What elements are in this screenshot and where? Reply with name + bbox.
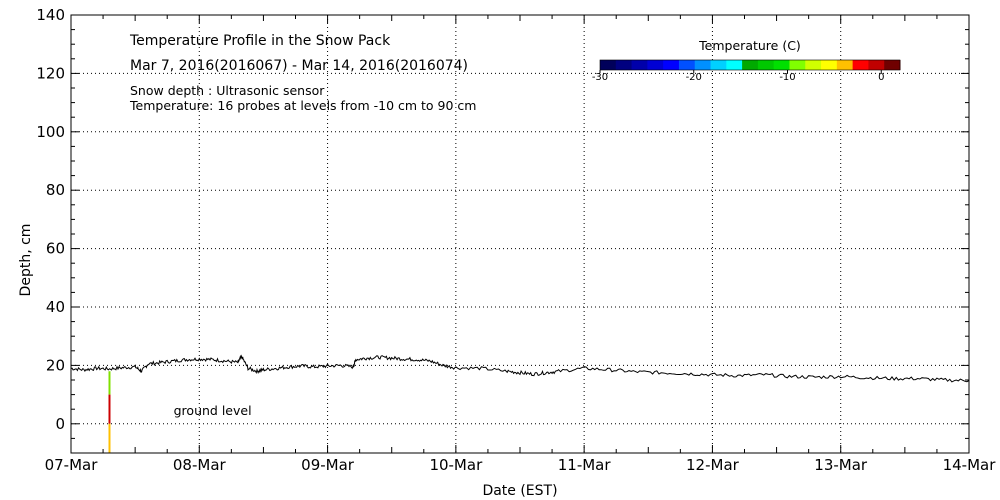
colorbar-swatch <box>836 60 854 70</box>
y-tick-label: 80 <box>46 181 65 199</box>
chart-title: Temperature Profile in the Snow Pack <box>129 33 391 49</box>
x-tick-label: 07-Mar <box>45 456 99 474</box>
colorbar-swatch <box>663 60 680 70</box>
colorbar-swatch <box>868 60 885 70</box>
colorbar-swatch <box>821 60 838 70</box>
colorbar-swatch <box>678 60 696 70</box>
colorbar-swatch <box>773 60 790 70</box>
colorbar-swatch <box>884 60 901 70</box>
colorbar-swatch <box>805 60 822 70</box>
snow-depth-line <box>70 354 970 383</box>
y-tick-label: 140 <box>36 6 65 24</box>
colorbar-tick-label: -30 <box>592 72 608 83</box>
y-tick-label: 100 <box>36 123 65 141</box>
colorbar-swatch <box>757 60 775 70</box>
x-axis-label: Date (EST) <box>482 483 557 499</box>
colorbar-swatch <box>600 60 617 70</box>
y-tick-label: 20 <box>46 356 65 374</box>
colorbar-swatch <box>694 60 712 70</box>
colorbar-swatch <box>631 60 648 70</box>
colorbar-tick-label: -10 <box>779 72 795 83</box>
x-tick-label: 09-Mar <box>301 456 355 474</box>
colorbar-swatch <box>647 60 664 70</box>
x-tick-label: 13-Mar <box>814 456 868 474</box>
colorbar-swatches <box>599 59 901 71</box>
colorbar-swatch <box>615 60 633 70</box>
chart-subtitle: Mar 7, 2016(2016067) - Mar 14, 2016(2016… <box>130 58 468 74</box>
y-axis-label: Depth, cm <box>18 224 34 297</box>
colorbar-frame <box>599 59 901 71</box>
x-tick-label: 11-Mar <box>558 456 612 474</box>
plot-frame <box>70 14 970 454</box>
colorbar-tick-label: 0 <box>878 72 884 83</box>
grid-layer <box>71 15 969 453</box>
x-tick-label: 14-Mar <box>943 456 997 474</box>
colorbar-swatch <box>789 60 806 70</box>
ground-level-label: ground level <box>174 403 252 418</box>
colorbar-swatch <box>852 60 869 70</box>
colorbar-title: Temperature (C) <box>698 38 801 53</box>
y-tick-label: 40 <box>46 298 65 316</box>
x-tick-label: 10-Mar <box>429 456 483 474</box>
y-tick-label: 120 <box>36 64 65 82</box>
note-snow-depth: Snow depth : Ultrasonic sensor <box>130 83 325 98</box>
colorbar-swatch <box>742 60 759 70</box>
y-tick-label: 60 <box>46 240 65 258</box>
colorbar-swatch <box>726 60 743 70</box>
colorbar-swatch <box>710 60 727 70</box>
note-temperature: Temperature: 16 probes at levels from -1… <box>129 98 476 113</box>
colorbar-ticks: -30 -20 -10 0 <box>592 70 884 83</box>
x-tick-label: 08-Mar <box>173 456 227 474</box>
colorbar-tick-label: -20 <box>686 72 702 83</box>
x-tick-label: 12-Mar <box>686 456 740 474</box>
data-layer <box>70 354 970 453</box>
temperature-colorbar: Temperature (C) -30 -20 -10 0 <box>592 38 901 83</box>
tick-layer: 0 20 40 60 80 100 120 140 07-Mar 08-Mar 09-Mar 10-M… <box>36 6 996 474</box>
y-tick-label: 0 <box>55 415 65 433</box>
